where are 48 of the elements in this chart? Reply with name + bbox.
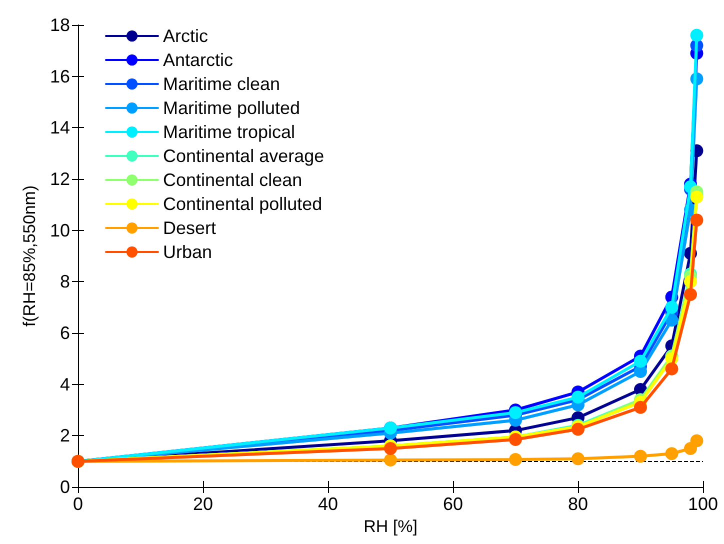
y-tick-label: 18	[50, 15, 70, 35]
point	[684, 288, 697, 301]
y-tick-label: 12	[50, 169, 70, 189]
y-tick-label: 2	[60, 426, 70, 446]
point	[509, 406, 522, 420]
y-tick-label: 6	[60, 323, 70, 343]
x-tick-label: 0	[72, 494, 84, 514]
legend-label: Continental average	[163, 146, 324, 166]
x-tick-label: 20	[192, 494, 214, 514]
point	[634, 450, 647, 463]
point	[634, 354, 647, 368]
point	[665, 300, 678, 314]
point	[665, 362, 678, 376]
y-tick-label: 14	[50, 118, 70, 138]
x-tick-label: 60	[442, 494, 464, 514]
legend-label: Maritime clean	[163, 74, 280, 94]
point	[509, 453, 522, 466]
x-tick-label: 40	[318, 494, 338, 514]
point	[509, 433, 522, 446]
point	[572, 390, 584, 404]
point	[690, 434, 704, 448]
point	[690, 214, 704, 227]
point	[572, 452, 584, 466]
legend-label: Maritime tropical	[163, 122, 296, 142]
y-axis-title: f(RH=85%,550nm)	[20, 185, 39, 327]
point	[384, 454, 397, 467]
point	[572, 422, 584, 436]
legend-label: Arctic	[163, 26, 208, 46]
legend-label: Continental polluted	[163, 194, 322, 214]
legend-label: Antarctic	[163, 50, 234, 70]
point	[690, 190, 704, 204]
y-tick-label: 16	[50, 66, 70, 86]
legend-label: Maritime polluted	[163, 98, 300, 118]
y-tick-label: 10	[50, 220, 70, 240]
y-tick-label: 8	[60, 272, 70, 292]
x-axis-title: RH [%]	[364, 516, 418, 536]
point	[634, 400, 647, 414]
y-tick-label: 4	[60, 374, 70, 394]
x-tick-label: 80	[568, 494, 588, 514]
legend-label: Urban	[163, 242, 212, 262]
x-tick-label: 100	[688, 494, 718, 514]
y-tick-label: 0	[60, 477, 70, 497]
legend-label: Desert	[163, 218, 216, 238]
point	[384, 442, 397, 455]
point	[665, 447, 678, 460]
legend-label: Continental clean	[163, 170, 302, 190]
point	[690, 28, 704, 42]
point	[665, 314, 678, 327]
